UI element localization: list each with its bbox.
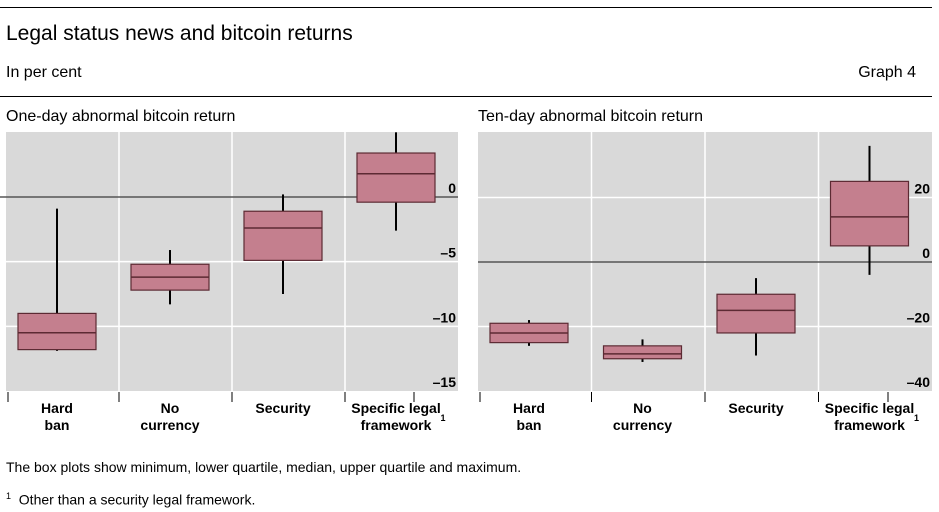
x-tick-label: Specific legal bbox=[351, 400, 440, 416]
x-tick-label: Specific legal bbox=[825, 400, 914, 416]
y-tick-label: –5 bbox=[440, 245, 456, 261]
y-tick-label: 20 bbox=[914, 181, 930, 197]
x-tick-label: currency bbox=[613, 417, 672, 433]
x-tick-label: framework bbox=[361, 417, 432, 433]
y-tick-label: –15 bbox=[433, 374, 457, 390]
top-rule bbox=[0, 7, 932, 8]
x-tick-label: framework bbox=[834, 417, 905, 433]
y-tick-label: –40 bbox=[907, 374, 931, 390]
y-tick-label: 0 bbox=[922, 245, 930, 261]
footnote-marker: 1 bbox=[6, 491, 12, 501]
header-rule bbox=[0, 96, 932, 97]
x-tick-label: ban bbox=[517, 417, 542, 433]
box bbox=[17, 312, 97, 351]
page-title: Legal status news and bitcoin returns bbox=[6, 22, 353, 45]
y-tick-label: –10 bbox=[433, 309, 457, 325]
box bbox=[356, 152, 436, 203]
footnote-marker-label: 1 bbox=[440, 413, 445, 423]
y-tick-label: 0 bbox=[448, 180, 456, 196]
footnote-marker-label: 1 bbox=[914, 413, 919, 423]
x-tick-label: ban bbox=[45, 417, 70, 433]
graph-label: Graph 4 bbox=[858, 64, 916, 81]
panel-title-one-day: One-day abnormal bitcoin return bbox=[6, 108, 236, 125]
x-tick-label: Security bbox=[728, 400, 783, 416]
x-tick-label: Hard bbox=[513, 400, 545, 416]
panel-title-ten-day: Ten-day abnormal bitcoin return bbox=[478, 108, 704, 125]
box bbox=[716, 293, 796, 334]
x-tick-label: currency bbox=[140, 417, 199, 433]
boxplot-note: The box plots show minimum, lower quarti… bbox=[6, 459, 522, 475]
x-tick-label: Hard bbox=[41, 400, 73, 416]
y-tick-label: –20 bbox=[907, 310, 931, 326]
box bbox=[243, 210, 323, 261]
x-tick-label: Security bbox=[255, 400, 310, 416]
footnote-text: Other than a security legal framework. bbox=[18, 491, 256, 508]
footnote: 1 Other than a security legal framework. bbox=[6, 491, 255, 508]
x-tick-label: No bbox=[161, 400, 180, 416]
x-tick-label: No bbox=[633, 400, 652, 416]
subtitle: In per cent bbox=[6, 64, 82, 81]
box bbox=[829, 180, 910, 247]
box bbox=[602, 345, 683, 360]
